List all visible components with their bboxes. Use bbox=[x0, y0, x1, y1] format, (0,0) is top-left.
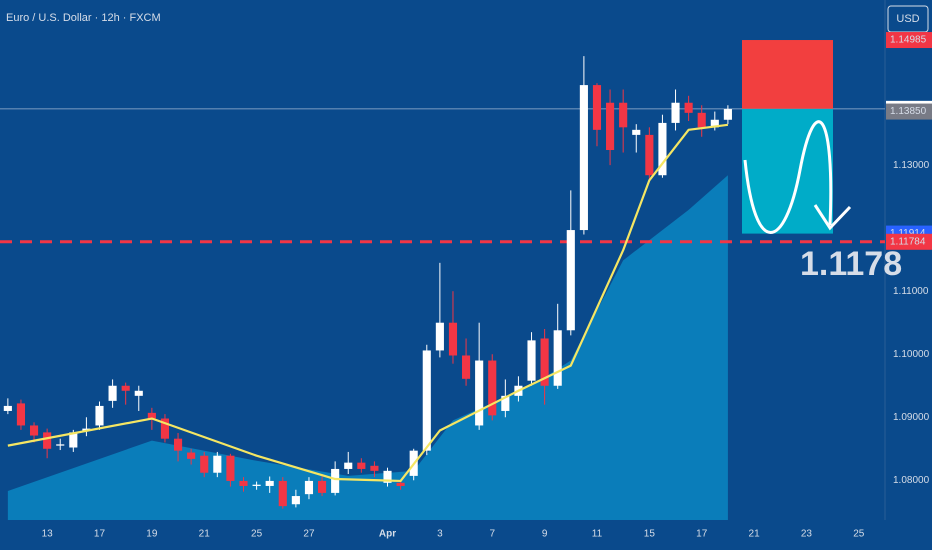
candle-body bbox=[317, 480, 327, 493]
price-tag bbox=[886, 32, 932, 49]
x-tick-label: 17 bbox=[94, 529, 106, 540]
x-tick-label: 27 bbox=[303, 529, 315, 540]
arrow-curve bbox=[743, 120, 833, 234]
candle-body bbox=[121, 385, 130, 391]
candle-body bbox=[488, 360, 497, 416]
y-tick-label: 1.11000 bbox=[893, 286, 929, 297]
candle-body bbox=[462, 355, 471, 379]
area-fill bbox=[7, 175, 728, 520]
candle-body bbox=[265, 480, 274, 486]
candle-body bbox=[697, 112, 706, 128]
y-tick-label: 1.08000 bbox=[893, 475, 930, 486]
price-tag-label: 1.11784 bbox=[890, 236, 926, 247]
x-tick-label: 21 bbox=[199, 529, 211, 540]
x-tick-label: 15 bbox=[644, 529, 656, 540]
candle-body bbox=[82, 428, 91, 431]
x-tick-label: 9 bbox=[542, 529, 548, 540]
candle-body bbox=[357, 462, 366, 469]
y-tick-label: 1.09000 bbox=[893, 412, 930, 423]
candle-body bbox=[3, 405, 12, 411]
candle-body bbox=[383, 470, 392, 483]
candle-body bbox=[632, 129, 641, 135]
candle-body bbox=[566, 230, 575, 331]
chart-title: Euro / U.S. Dollar · 12h · FXCM bbox=[6, 12, 161, 24]
candle-body bbox=[553, 330, 562, 386]
candle-body bbox=[619, 102, 628, 128]
candle-body bbox=[29, 425, 39, 436]
x-tick-label: 13 bbox=[42, 529, 54, 540]
candle-body bbox=[213, 455, 222, 473]
y-tick-label: 1.10000 bbox=[893, 349, 930, 360]
x-tick-label: 11 bbox=[592, 529, 603, 540]
candle-body bbox=[396, 482, 405, 486]
ma-line bbox=[7, 123, 729, 483]
x-tick-label: 25 bbox=[853, 529, 865, 540]
price-tag bbox=[886, 233, 932, 250]
candle-body bbox=[579, 85, 588, 231]
x-tick-label: 17 bbox=[696, 529, 708, 540]
x-tick-label: 3 bbox=[437, 529, 443, 540]
candle-body bbox=[278, 480, 287, 507]
candle-body bbox=[95, 405, 104, 426]
candle-body bbox=[435, 322, 444, 351]
candle-body bbox=[134, 390, 143, 396]
candle-body bbox=[671, 102, 680, 123]
candle-body bbox=[448, 322, 458, 356]
candle-body bbox=[331, 468, 340, 493]
price-tag bbox=[886, 103, 932, 120]
x-tick-label: Apr bbox=[379, 529, 396, 540]
candle-body bbox=[540, 338, 549, 386]
candle-body bbox=[475, 360, 484, 426]
arrow-head bbox=[813, 204, 852, 231]
x-tick-label: 19 bbox=[146, 529, 158, 540]
price-tag-label: 1.13850 bbox=[890, 106, 927, 117]
candle-body bbox=[147, 412, 156, 419]
x-tick-label: 7 bbox=[489, 529, 495, 540]
candle-body bbox=[108, 385, 117, 401]
annotation: 1.1178 bbox=[800, 245, 902, 283]
candle-body bbox=[239, 480, 248, 486]
x-tick-label: 23 bbox=[801, 529, 813, 540]
candle-body bbox=[422, 350, 431, 451]
candle-body bbox=[200, 455, 209, 473]
price-tag-label: 1.11914 bbox=[890, 228, 926, 239]
candle-body bbox=[606, 102, 615, 151]
candle-body bbox=[370, 465, 379, 471]
candle-body bbox=[592, 85, 602, 130]
candle-body bbox=[160, 418, 170, 439]
candle-body bbox=[723, 109, 732, 120]
x-tick-label: 25 bbox=[251, 529, 263, 540]
candle-body bbox=[645, 134, 654, 176]
candle-body bbox=[527, 340, 536, 381]
candle-body bbox=[43, 432, 52, 449]
candle-body bbox=[226, 455, 235, 481]
candle-body bbox=[658, 122, 667, 176]
candle-body bbox=[291, 496, 300, 505]
candle-body bbox=[173, 438, 183, 451]
currency-label: USD bbox=[896, 13, 919, 25]
candle-body bbox=[187, 452, 196, 459]
candle-body bbox=[684, 102, 693, 113]
candle-body bbox=[304, 480, 314, 495]
y-tick-label: 1.13000 bbox=[893, 160, 930, 171]
candle-body bbox=[252, 484, 261, 486]
candle-body bbox=[344, 462, 353, 469]
stop-box bbox=[742, 40, 833, 109]
candle-body bbox=[69, 432, 78, 448]
price-tag-label: 1.14985 bbox=[890, 35, 927, 46]
candle-body bbox=[16, 403, 26, 426]
candle-body bbox=[501, 395, 510, 411]
candle-body bbox=[710, 119, 719, 128]
x-tick-label: 21 bbox=[749, 529, 761, 540]
candle-body bbox=[56, 444, 65, 446]
currency-button[interactable] bbox=[887, 5, 929, 33]
